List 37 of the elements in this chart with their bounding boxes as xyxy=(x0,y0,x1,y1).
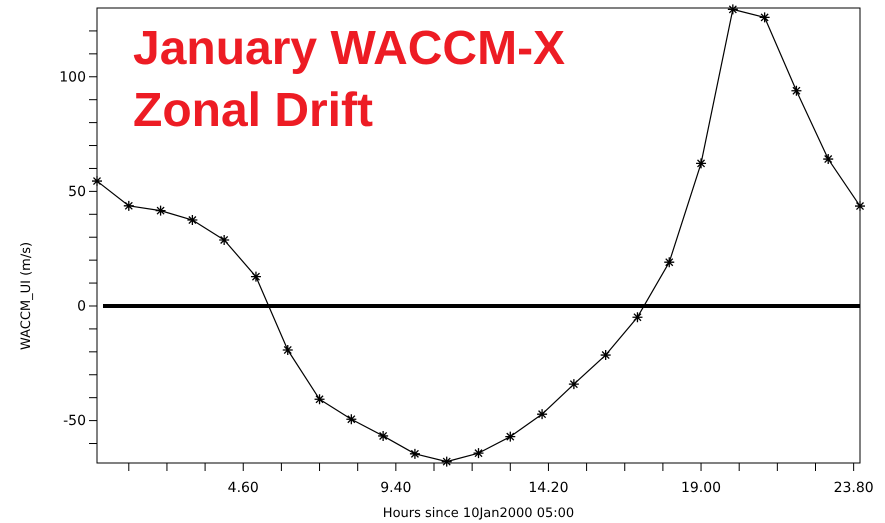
point xyxy=(822,153,834,165)
point xyxy=(186,214,198,226)
point xyxy=(632,312,644,323)
point xyxy=(441,456,452,468)
point xyxy=(758,12,770,24)
text: January WACCM-X Zonal Drift xyxy=(133,22,566,137)
point xyxy=(154,204,166,216)
point xyxy=(123,200,134,212)
point xyxy=(250,270,262,282)
x-axis-title: Hours since 10Jan2000 05:00 xyxy=(382,506,574,521)
point xyxy=(409,448,421,460)
x-tick-label: 14.20 xyxy=(528,480,568,496)
x-tick-label: 23.80 xyxy=(834,480,874,496)
point xyxy=(282,344,294,356)
x-tick-label: 4.60 xyxy=(228,480,259,496)
point xyxy=(664,256,675,268)
x-tick-label: 19.00 xyxy=(680,480,722,496)
point xyxy=(790,85,802,96)
point xyxy=(346,414,357,425)
point xyxy=(568,378,580,390)
point xyxy=(218,234,230,246)
y-axis-title: WACCM_UI (m/s) xyxy=(19,242,34,350)
point xyxy=(377,430,389,442)
point xyxy=(472,447,484,459)
point xyxy=(695,158,707,170)
y-tick-label: 50 xyxy=(68,184,86,200)
point xyxy=(600,349,612,361)
point xyxy=(504,430,516,442)
point xyxy=(854,200,866,212)
y-tick-label: -50 xyxy=(63,413,86,430)
point xyxy=(536,408,548,420)
x-tick-label: 9.40 xyxy=(380,480,412,496)
point xyxy=(314,394,326,405)
point xyxy=(91,175,103,187)
point xyxy=(727,4,738,16)
y-tick-label: 100 xyxy=(59,69,86,86)
y-tick-label: 0 xyxy=(77,298,86,314)
